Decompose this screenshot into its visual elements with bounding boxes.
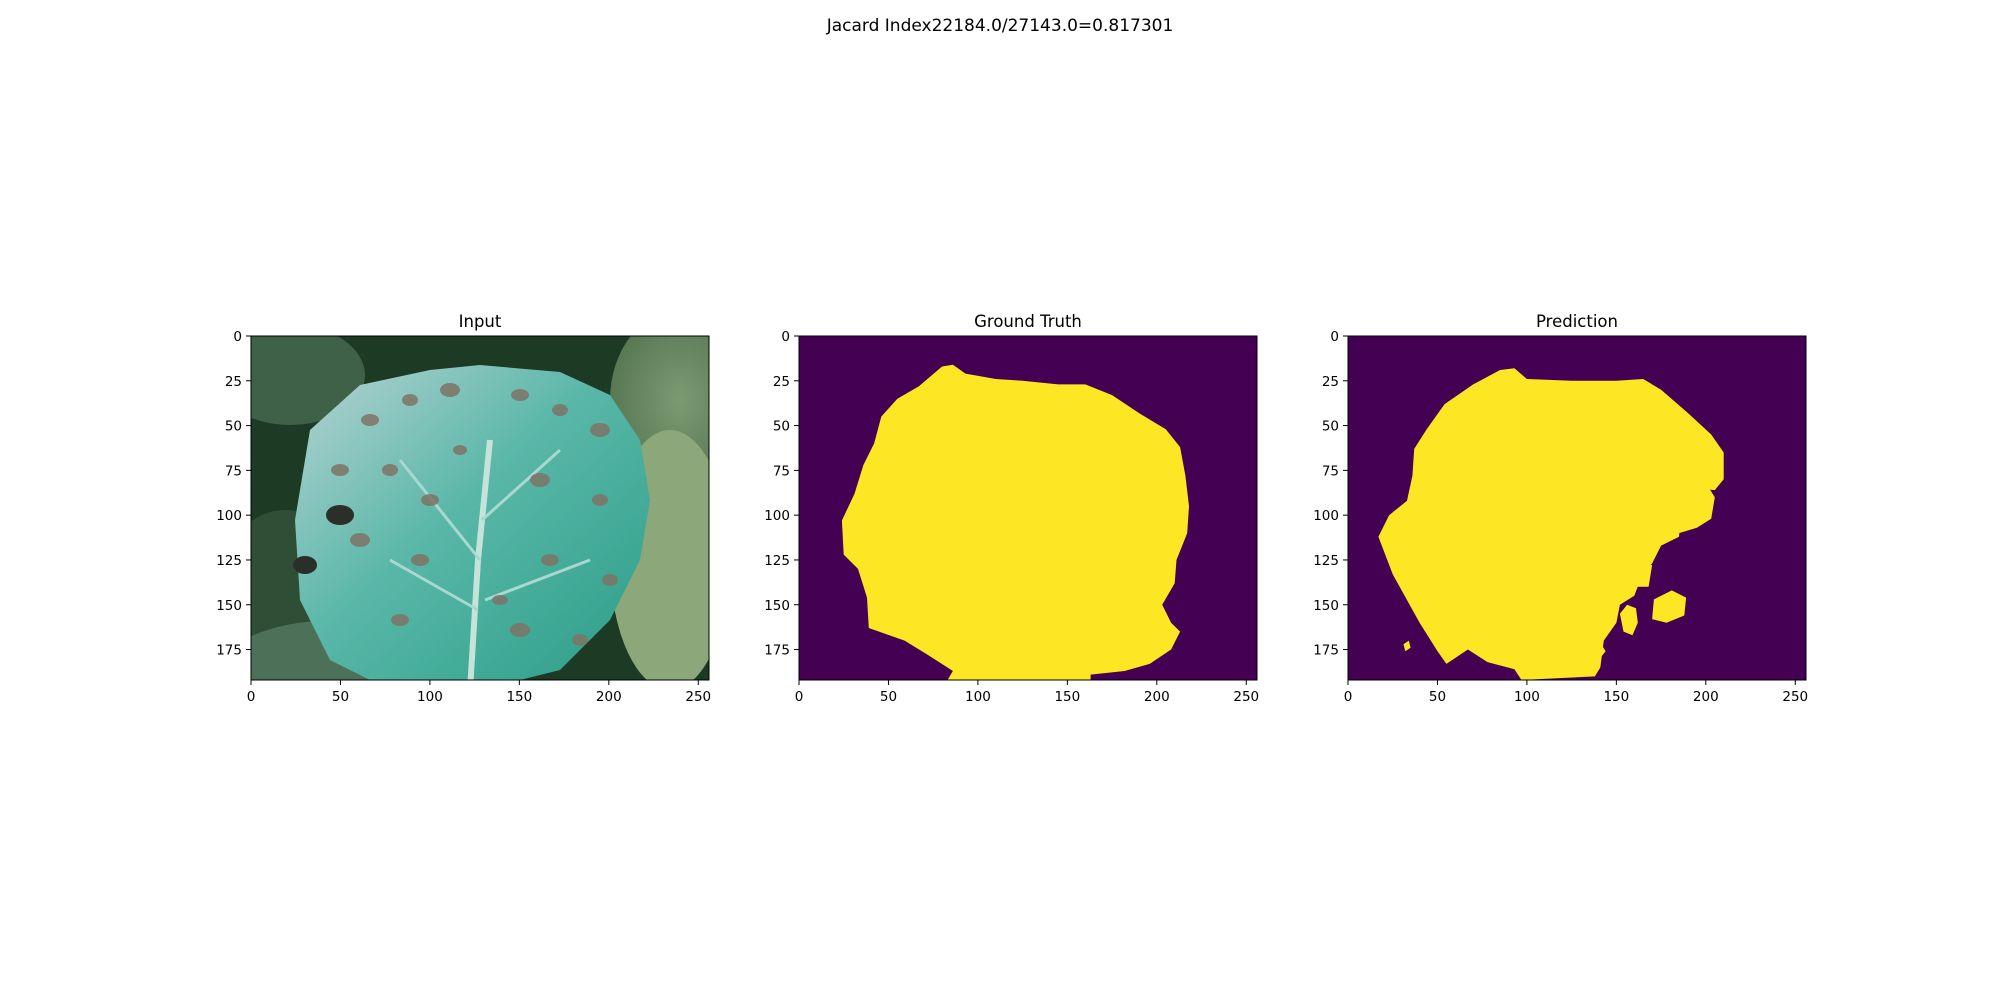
ground-truth-x-tick-label: 100 [965, 689, 991, 705]
prediction-panel: Prediction 0 50 100 150 200 250 0 25 50 75 100 125 1… [1313, 312, 1808, 705]
prediction-mask [1378, 368, 1724, 680]
input-x-tick-label: 150 [506, 689, 532, 705]
input-x-tick-label: 0 [247, 689, 256, 705]
input-y-tick-label: 125 [216, 553, 242, 569]
prediction-x-tick-label: 200 [1693, 689, 1719, 705]
prediction-axes-frame [1347, 335, 1807, 681]
ground-truth-y-tick-label: 50 [773, 419, 790, 435]
prediction-x-tick-label: 100 [1514, 689, 1540, 705]
input-y-tick-label: 175 [216, 643, 242, 659]
prediction-y-tick-label: 175 [1313, 643, 1339, 659]
input-y-tick-label: 25 [225, 374, 242, 390]
prediction-y-tick-label: 125 [1313, 553, 1339, 569]
prediction-mask-blob [1403, 640, 1411, 652]
ground-truth-y-tick-label: 0 [781, 329, 790, 345]
ground-truth-x-tick-label: 250 [1233, 689, 1259, 705]
ground-truth-y-tick-label: 150 [764, 598, 790, 614]
ground-truth-y-tick-label: 125 [764, 553, 790, 569]
prediction-x-tick-label: 50 [1429, 689, 1446, 705]
panel-title-input: Input [459, 312, 502, 331]
input-y-tick-label: 100 [216, 508, 242, 524]
input-y-tick-label: 150 [216, 598, 242, 614]
input-axes-frame [250, 335, 710, 681]
prediction-y-tick-label: 25 [1322, 374, 1339, 390]
figure-title: Jacard Index22184.0/27143.0=0.817301 [826, 16, 1174, 36]
ground-truth-axes: 0 50 100 150 200 250 0 25 50 75 100 125 150 175 [764, 329, 1259, 705]
prediction-y-tick-label: 0 [1330, 329, 1339, 345]
input-axes: 0 50 100 150 200 250 0 25 50 75 100 125 150 175 [216, 329, 711, 705]
input-y-tick-label: 0 [233, 329, 242, 345]
prediction-mask-blob [1643, 479, 1715, 534]
ground-truth-y-tick-label: 175 [764, 643, 790, 659]
input-x-tick-label: 200 [596, 689, 622, 705]
input-y-tick-label: 50 [225, 419, 242, 435]
ground-truth-y-tick-label: 25 [773, 374, 790, 390]
ground-truth-x-tick-label: 0 [795, 689, 804, 705]
panel-title-ground-truth: Ground Truth [974, 312, 1082, 331]
ground-truth-y-tick-label: 75 [773, 463, 790, 479]
prediction-y-tick-label: 75 [1322, 463, 1339, 479]
prediction-mask-region [1378, 368, 1724, 680]
prediction-mask-blob [1652, 590, 1687, 623]
prediction-mask-blob [1589, 642, 1606, 661]
prediction-y-tick-label: 150 [1313, 598, 1339, 614]
ground-truth-mask [841, 364, 1189, 680]
prediction-y-tick-label: 100 [1313, 508, 1339, 524]
ground-truth-panel: Ground Truth 0 50 100 150 200 250 0 25 50 75 100 12… [764, 312, 1259, 705]
prediction-mask-blob [1619, 604, 1638, 636]
input-x-tick-label: 100 [417, 689, 443, 705]
prediction-mask-blob [1628, 560, 1653, 587]
ground-truth-x-tick-label: 150 [1054, 689, 1080, 705]
input-x-tick-label: 50 [332, 689, 349, 705]
prediction-x-tick-label: 250 [1782, 689, 1808, 705]
ground-truth-mask-region [841, 364, 1189, 680]
prediction-x-tick-label: 0 [1344, 689, 1353, 705]
prediction-x-tick-label: 150 [1603, 689, 1629, 705]
ground-truth-x-tick-label: 200 [1144, 689, 1170, 705]
panel-title-prediction: Prediction [1536, 312, 1618, 331]
ground-truth-axes-frame [798, 335, 1258, 681]
input-panel: Input [216, 312, 711, 705]
input-y-tick-label: 75 [225, 463, 242, 479]
prediction-y-tick-label: 50 [1322, 419, 1339, 435]
ground-truth-x-tick-label: 50 [880, 689, 897, 705]
ground-truth-y-tick-label: 100 [764, 508, 790, 524]
input-photo [251, 336, 709, 680]
input-x-tick-label: 250 [685, 689, 711, 705]
prediction-axes: 0 50 100 150 200 250 0 25 50 75 100 125 150 175 [1313, 329, 1808, 705]
